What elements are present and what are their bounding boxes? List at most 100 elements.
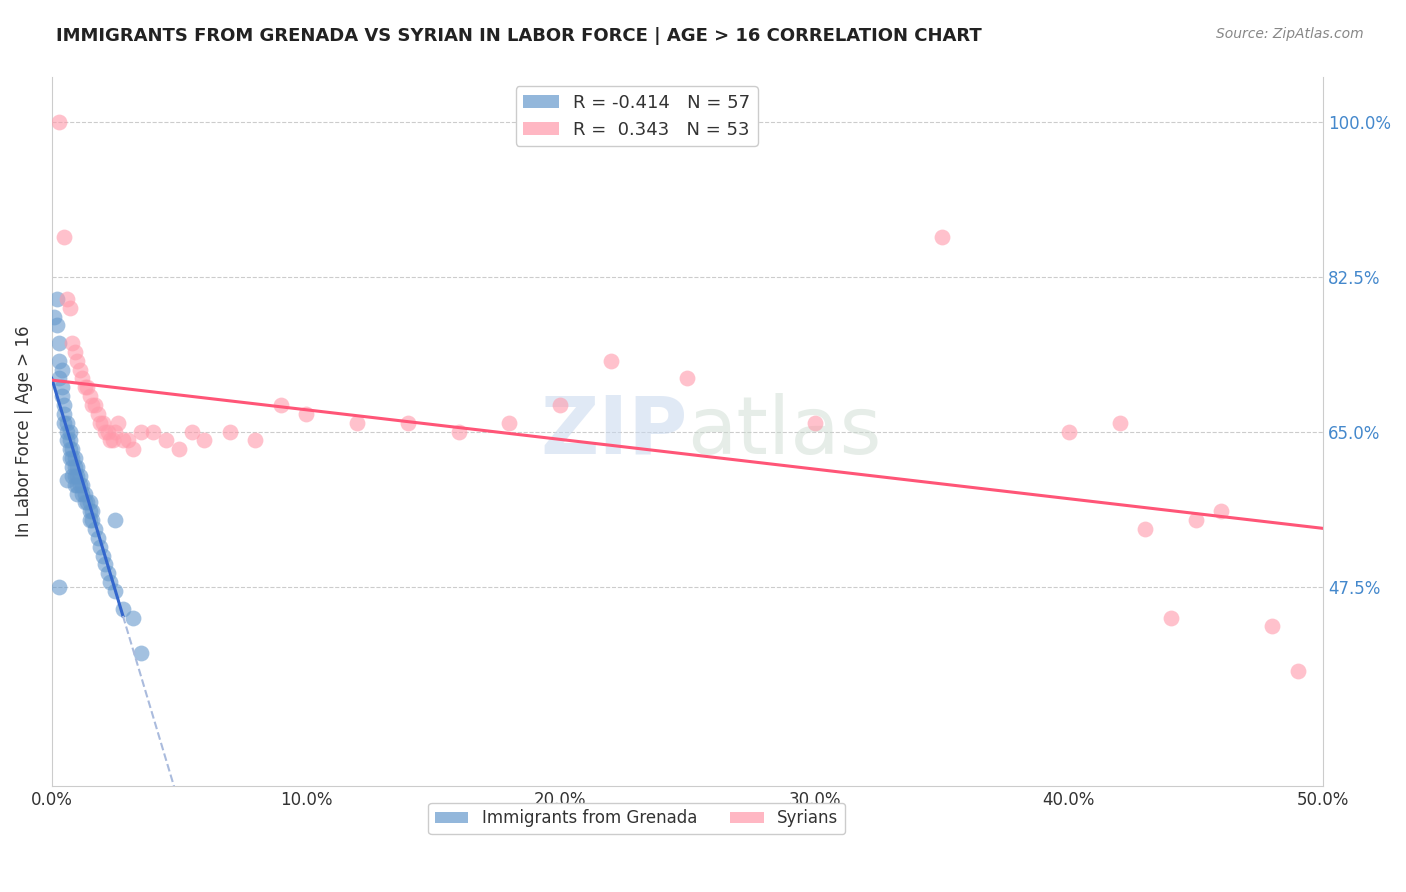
Point: [48, 371, 70, 385]
Point: [60, 460, 83, 475]
Point: [193, 434, 215, 448]
Point: [76, 495, 98, 509]
Point: [94, 425, 117, 439]
Point: [129, 646, 152, 660]
Point: [1057, 425, 1080, 439]
Point: [58, 434, 80, 448]
Point: [91, 549, 114, 563]
Legend: Immigrants from Grenada, Syrians: Immigrants from Grenada, Syrians: [429, 803, 845, 834]
Point: [45, 318, 67, 333]
Point: [1160, 610, 1182, 624]
Text: IMMIGRANTS FROM GRENADA VS SYRIAN IN LABOR FORCE | AGE > 16 CORRELATION CHART: IMMIGRANTS FROM GRENADA VS SYRIAN IN LAB…: [56, 27, 981, 45]
Point: [66, 460, 89, 475]
Point: [53, 398, 76, 412]
Point: [84, 398, 107, 412]
Point: [53, 416, 76, 430]
Point: [66, 486, 89, 500]
Point: [63, 477, 86, 491]
Point: [243, 434, 266, 448]
Point: [98, 575, 121, 590]
Point: [76, 380, 98, 394]
Point: [270, 398, 292, 412]
Point: [48, 353, 70, 368]
Point: [63, 460, 86, 475]
Point: [53, 407, 76, 421]
Point: [51, 380, 73, 394]
Point: [72, 477, 94, 491]
Point: [73, 380, 96, 394]
Text: ZIP: ZIP: [540, 392, 688, 471]
Point: [89, 416, 111, 430]
Point: [101, 434, 124, 448]
Text: Source: ZipAtlas.com: Source: ZipAtlas.com: [1216, 27, 1364, 41]
Point: [69, 477, 91, 491]
Point: [1185, 513, 1208, 527]
Point: [1211, 504, 1233, 518]
Point: [79, 504, 101, 518]
Point: [142, 425, 165, 439]
Point: [69, 362, 91, 376]
Point: [91, 416, 114, 430]
Point: [51, 362, 73, 376]
Point: [56, 292, 79, 306]
Point: [63, 469, 86, 483]
Text: atlas: atlas: [688, 392, 882, 471]
Y-axis label: In Labor Force | Age > 16: In Labor Force | Age > 16: [15, 326, 32, 537]
Point: [60, 336, 83, 351]
Point: [73, 486, 96, 500]
Point: [122, 610, 145, 624]
Point: [58, 301, 80, 315]
Point: [104, 584, 127, 599]
Point: [56, 473, 79, 487]
Point: [72, 371, 94, 385]
Point: [69, 469, 91, 483]
Point: [82, 398, 104, 412]
Point: [447, 425, 470, 439]
Point: [73, 495, 96, 509]
Point: [98, 434, 121, 448]
Point: [86, 407, 108, 421]
Point: [104, 513, 127, 527]
Point: [84, 522, 107, 536]
Point: [56, 416, 79, 430]
Point: [58, 451, 80, 466]
Point: [63, 345, 86, 359]
Point: [167, 442, 190, 457]
Point: [97, 566, 120, 581]
Point: [86, 531, 108, 545]
Point: [56, 425, 79, 439]
Point: [129, 425, 152, 439]
Point: [60, 469, 83, 483]
Point: [97, 425, 120, 439]
Point: [66, 477, 89, 491]
Point: [600, 353, 623, 368]
Point: [82, 513, 104, 527]
Point: [66, 353, 89, 368]
Point: [122, 442, 145, 457]
Point: [803, 416, 825, 430]
Point: [111, 434, 134, 448]
Point: [60, 451, 83, 466]
Point: [51, 389, 73, 403]
Point: [550, 398, 572, 412]
Point: [94, 558, 117, 572]
Point: [180, 425, 202, 439]
Point: [107, 416, 129, 430]
Point: [44, 310, 66, 324]
Point: [1108, 416, 1130, 430]
Point: [53, 229, 76, 244]
Point: [79, 389, 101, 403]
Point: [218, 425, 240, 439]
Point: [79, 495, 101, 509]
Point: [66, 469, 89, 483]
Point: [58, 425, 80, 439]
Point: [1286, 664, 1309, 678]
Point: [676, 371, 699, 385]
Point: [295, 407, 318, 421]
Point: [931, 229, 953, 244]
Point: [58, 442, 80, 457]
Point: [104, 425, 127, 439]
Point: [48, 580, 70, 594]
Point: [56, 434, 79, 448]
Point: [498, 416, 520, 430]
